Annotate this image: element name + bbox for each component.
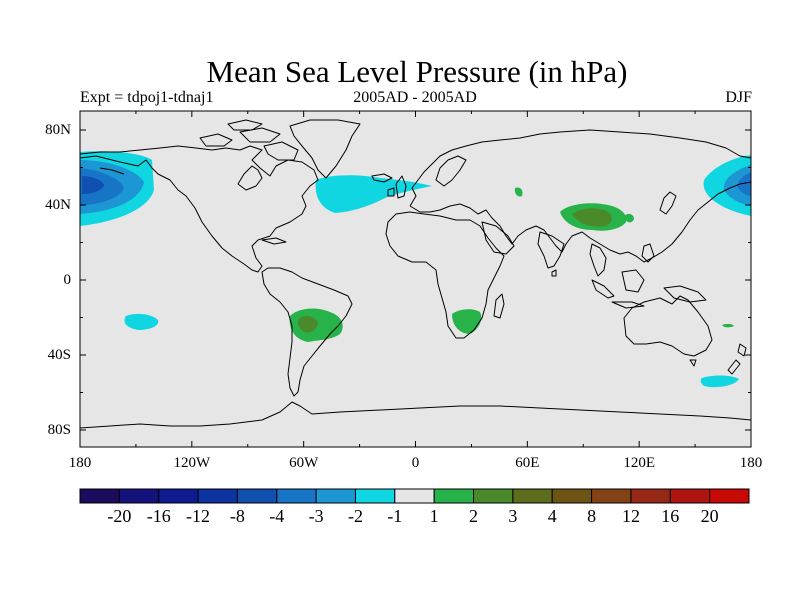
colorbar-box	[709, 488, 750, 504]
map-background	[80, 111, 751, 447]
coast-india	[537, 231, 565, 269]
colorbar-label: 3	[508, 506, 518, 526]
coast-new-zealand-south	[727, 359, 741, 375]
anomaly-south-pacific	[124, 313, 159, 330]
lat-tick-label: 40N	[45, 197, 71, 213]
coast-java	[611, 301, 645, 309]
lat-tick-label: 0	[63, 272, 72, 288]
colorbar-label: -8	[229, 506, 245, 526]
coast-philippines	[641, 243, 655, 263]
coast-sumatra	[591, 279, 615, 299]
coast-arabia	[481, 221, 515, 255]
coast-greenland	[289, 119, 361, 179]
map-title: Mean Sea Level Pressure (in hPa)	[206, 54, 628, 89]
coast-baffin	[263, 141, 299, 161]
coast-borneo	[621, 269, 645, 293]
coast-africa	[385, 211, 505, 339]
anomaly-china-small	[624, 213, 634, 223]
colorbar-label: 8	[587, 506, 597, 526]
coast-new-zealand-north	[737, 343, 747, 357]
anomaly-australia-small	[722, 323, 734, 328]
colorbar-box	[433, 488, 475, 504]
lon-tick-label: 0	[411, 455, 420, 471]
colorbar-label: 4	[547, 506, 557, 526]
coast-arctic-islands-2	[239, 127, 281, 143]
coast-japan	[659, 191, 677, 215]
anomaly-central-asia-small	[514, 187, 523, 197]
coast-indochina	[589, 243, 607, 277]
lat-tick-label: 80N	[45, 122, 71, 138]
coast-scandinavia	[435, 155, 467, 187]
colorbar-box	[394, 488, 435, 504]
coast-arctic-islands-3	[227, 119, 263, 131]
coast-australia	[623, 295, 713, 357]
colorbar-box	[158, 488, 199, 504]
coast-ireland	[387, 187, 395, 197]
anomaly-south-america-inner	[297, 315, 318, 333]
colorbar-box	[197, 488, 238, 504]
season-label: DJF	[725, 89, 752, 106]
colorbar-box	[591, 488, 632, 504]
lon-tick-label: 120W	[173, 455, 211, 471]
coast-britain	[395, 175, 407, 199]
colorbar-label: -20	[107, 506, 132, 526]
coastlines	[79, 119, 752, 429]
coast-arctic-islands-1	[199, 133, 233, 147]
anomaly-southern-ocean	[700, 375, 739, 388]
colorbar-label: -3	[308, 506, 324, 526]
colorbar-box	[118, 488, 160, 504]
lon-tick-label: 180	[68, 455, 92, 471]
colorbar-box	[236, 488, 278, 504]
anomaly-southern-africa	[452, 309, 482, 334]
lon-tick-label: 120E	[623, 455, 655, 471]
anomaly-tibet-inner	[572, 208, 612, 227]
colorbar-boxes	[79, 488, 750, 504]
coast-new-guinea	[663, 285, 707, 303]
pressure-anomaly-fills	[80, 151, 751, 388]
anomaly-north-pacific-east-inner	[737, 172, 751, 196]
colorbar-label: 20	[700, 506, 719, 526]
lon-tick-label: 60W	[289, 455, 319, 471]
coast-aleutians	[99, 167, 125, 175]
colorbar-box	[354, 488, 396, 504]
period-label: 2005AD - 2005AD	[353, 89, 477, 106]
coast-iceland	[371, 173, 393, 183]
colorbar-box	[473, 488, 514, 504]
anomaly-north-atlantic	[315, 175, 432, 213]
colorbar-label: 1	[429, 506, 439, 526]
colorbar-label: 16	[661, 506, 680, 526]
anomaly-north-pacific-west-core	[82, 176, 104, 194]
coast-sri-lanka	[551, 269, 557, 277]
coast-north-america	[79, 145, 319, 273]
coast-madagascar	[493, 293, 505, 319]
axis-ticks	[79, 111, 752, 447]
lat-tick-label: 80S	[47, 422, 71, 438]
colorbar-box	[512, 488, 553, 504]
lon-tick-label: 60E	[515, 455, 540, 471]
coast-hudson-bay	[237, 165, 263, 191]
coast-antarctica	[79, 401, 752, 429]
coast-cuba	[261, 237, 287, 245]
lon-tick-label: 180	[739, 455, 763, 471]
colorbar-label: -16	[146, 506, 171, 526]
colorbar-box	[276, 488, 317, 504]
lat-tick-label: 40S	[47, 347, 71, 363]
experiment-label: Expt = tdpoj1-tdnaj1	[80, 89, 214, 106]
colorbar-box	[551, 488, 593, 504]
colorbar-label: -2	[347, 506, 363, 526]
colorbar-box	[630, 488, 671, 504]
colorbar-label: 2	[469, 506, 479, 526]
colorbar-label: -1	[387, 506, 403, 526]
colorbar-box	[79, 488, 120, 504]
coast-south-america	[261, 267, 353, 397]
colorbar-box	[669, 488, 711, 504]
coast-eurasia	[409, 129, 752, 263]
colorbar-label: 12	[621, 506, 640, 526]
colorbar-label: -4	[269, 506, 285, 526]
colorbar-label: -12	[186, 506, 211, 526]
coast-tasmania	[689, 359, 697, 367]
colorbar-box	[315, 488, 356, 504]
